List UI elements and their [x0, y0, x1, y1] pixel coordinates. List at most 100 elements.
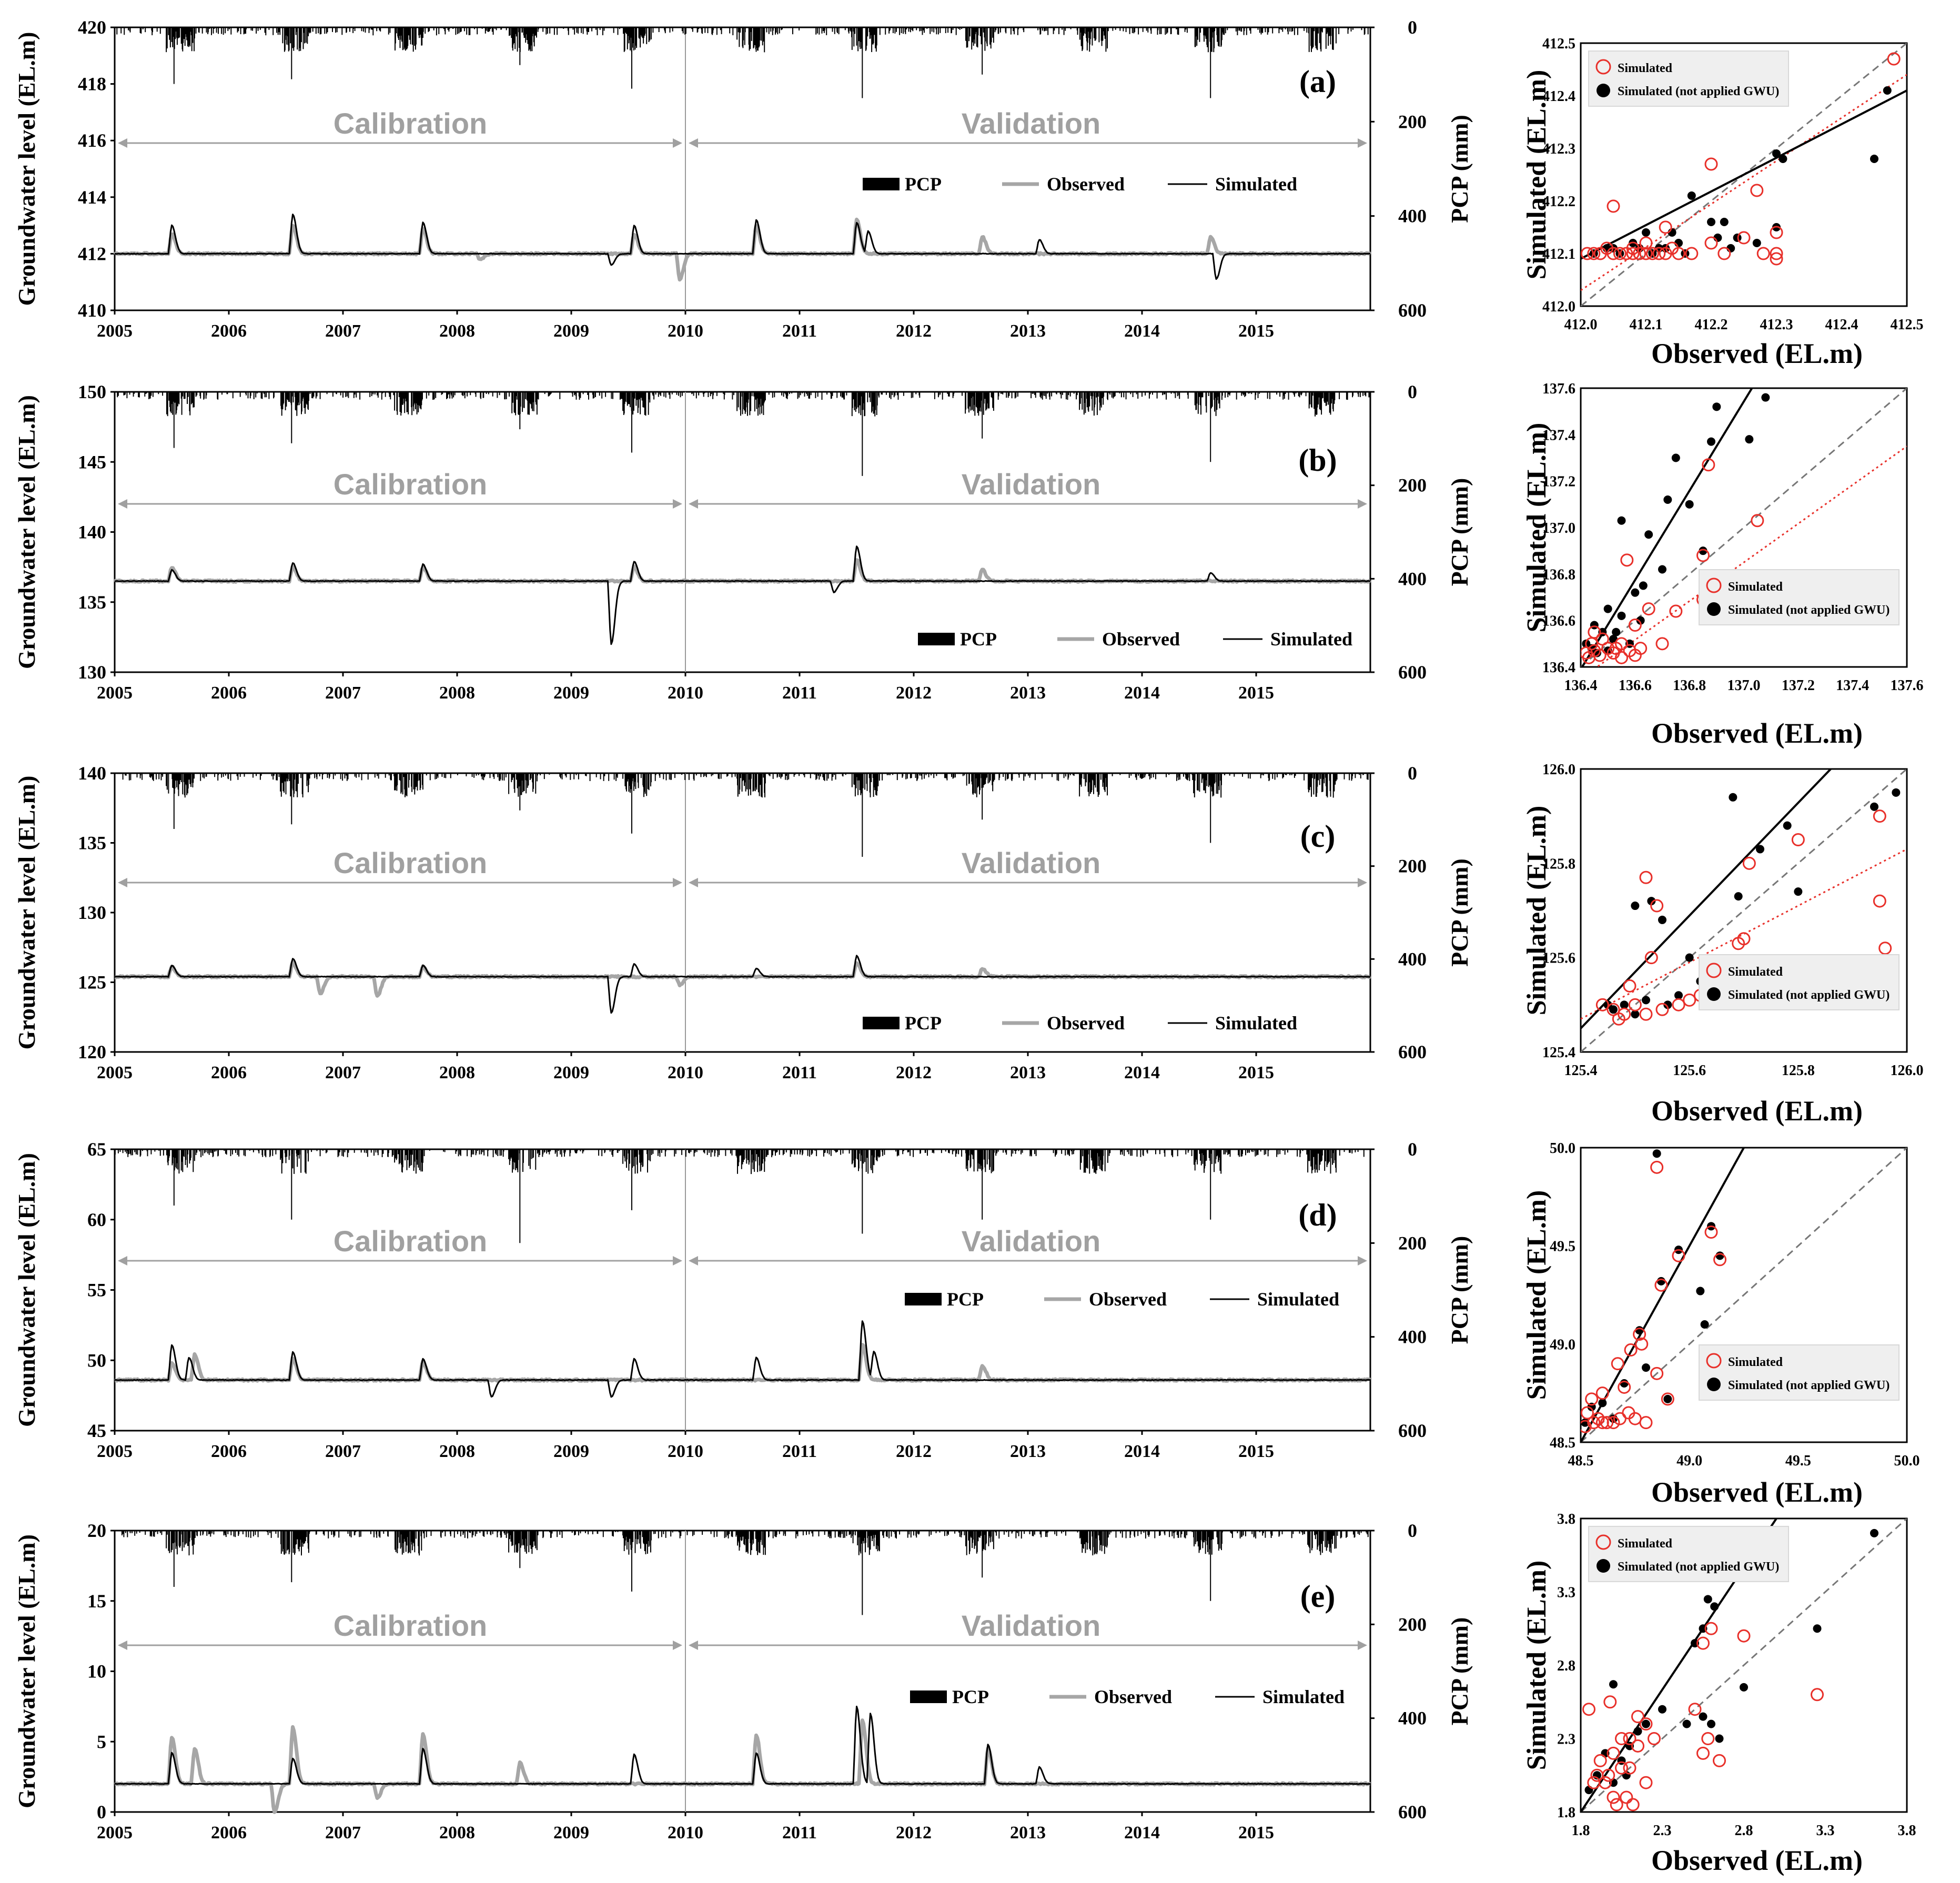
y-tick-label: 410	[78, 300, 106, 321]
legend-simulated-label: Simulated	[1215, 174, 1297, 195]
red-point	[1642, 602, 1655, 616]
black-point	[1883, 86, 1892, 95]
legend-pcp-swatch	[910, 1690, 947, 1703]
black-point	[1870, 1528, 1878, 1537]
simulated-series	[114, 1320, 1371, 1398]
black-point	[1699, 1712, 1708, 1721]
plot-frame	[114, 1148, 1371, 1432]
black-point	[1687, 191, 1696, 200]
legend-black-marker	[1597, 84, 1610, 97]
black-point	[1734, 892, 1743, 901]
legend-black-marker	[1707, 1378, 1721, 1391]
red-point	[1683, 993, 1696, 1007]
legend-pcp-label: PCP	[905, 174, 942, 195]
legend-red-marker	[1595, 59, 1611, 75]
x-tick-label: 2012	[896, 1063, 932, 1082]
red-point	[1623, 979, 1636, 993]
black-point	[1756, 845, 1764, 854]
y-tick-label: 135	[78, 833, 106, 854]
red-point	[1607, 247, 1620, 260]
calibration-label: Calibration	[334, 468, 487, 501]
red-point	[1631, 1710, 1644, 1724]
red-point	[1582, 651, 1595, 664]
legend-observed-label: Observed	[1047, 1013, 1125, 1034]
x-tick-label: 2011	[782, 1063, 817, 1082]
legend-red-marker	[1706, 1353, 1722, 1369]
y-tick-label: 120	[78, 1041, 106, 1062]
black-point	[1794, 887, 1803, 896]
y-tick-label: 140	[78, 522, 106, 543]
red-point	[1701, 1732, 1715, 1745]
legend-pcp-label: PCP	[952, 1686, 989, 1707]
red-point	[1639, 236, 1653, 250]
panel-letter: (d)	[1298, 1198, 1337, 1232]
scatter-x-label: Observed (EL.m)	[1651, 1476, 1863, 1508]
x-tick-label: 2007	[325, 1442, 361, 1461]
legend-red-marker	[1595, 1534, 1611, 1550]
y2-axis-label: PCP (mm)	[1446, 115, 1473, 223]
red-point	[1650, 1160, 1664, 1174]
black-point	[1813, 1624, 1822, 1633]
scatter-y-tick: 412.3	[1542, 141, 1575, 157]
red-point	[1603, 1695, 1617, 1709]
legend-pcp-label: PCP	[960, 629, 997, 650]
x-tick-label: 2009	[553, 321, 589, 341]
x-tick-label: 2006	[211, 321, 247, 341]
black-point	[1685, 500, 1694, 509]
observed-series	[114, 1343, 1371, 1383]
red-point	[1600, 1416, 1614, 1430]
y2-axis-label: PCP (mm)	[1446, 1617, 1473, 1726]
y-tick-label: 10	[87, 1661, 106, 1682]
red-point	[1639, 870, 1653, 884]
scatter-frame	[1580, 387, 1908, 668]
y2-tick-label: 0	[1408, 1139, 1417, 1160]
red-point	[1742, 856, 1756, 870]
legend-simulated-label: Simulated	[1728, 1355, 1783, 1369]
red-point	[1696, 1746, 1710, 1760]
x-tick-label: 2014	[1124, 1823, 1160, 1842]
scatter-frame	[1580, 768, 1908, 1053]
red-point	[1669, 604, 1683, 618]
validation-label: Validation	[962, 107, 1101, 140]
red-point	[1612, 1012, 1625, 1026]
red-point	[1704, 1226, 1718, 1239]
y-tick-label: 60	[87, 1209, 106, 1230]
y2-tick-label: 600	[1398, 1801, 1427, 1823]
red-point	[1633, 1328, 1646, 1341]
simulated-series	[114, 1705, 1371, 1785]
red-point	[1770, 226, 1783, 239]
legend-pcp-label: PCP	[947, 1289, 984, 1310]
black-point	[1772, 149, 1781, 158]
scatter-x-tick: 412.3	[1760, 317, 1793, 333]
black-point	[1642, 228, 1650, 237]
y-axis-label: Groundwater level (EL.m)	[13, 776, 40, 1050]
black-point	[1682, 1719, 1691, 1728]
y-tick-label: 15	[87, 1591, 106, 1612]
black-point	[1700, 1320, 1709, 1329]
red-point	[1588, 625, 1601, 639]
red-point	[1633, 247, 1646, 260]
scatter-y-tick: 3.3	[1557, 1585, 1575, 1601]
black-point	[1631, 588, 1640, 597]
scatter-y-tick: 412.1	[1542, 246, 1575, 262]
scatter-x-tick: 48.5	[1568, 1453, 1594, 1469]
legend-not-applied-label: Simulated (not applied GWU)	[1728, 603, 1890, 617]
scatter-x-label: Observed (EL.m)	[1651, 1845, 1863, 1876]
y-tick-label: 418	[78, 74, 106, 95]
scatter-x-tick: 125.8	[1782, 1062, 1815, 1079]
black-point	[1639, 581, 1648, 590]
scatter-x-tick: 3.3	[1816, 1823, 1835, 1839]
black-point	[1652, 1149, 1661, 1158]
black-point	[1658, 915, 1666, 924]
red-point	[1737, 1629, 1751, 1643]
scatter-y-tick: 48.5	[1550, 1435, 1575, 1451]
red-point	[1623, 1761, 1636, 1775]
legend-observed-label: Observed	[1102, 629, 1180, 650]
scatter-y-tick: 2.8	[1557, 1658, 1575, 1674]
scatter-y-tick: 3.8	[1557, 1511, 1575, 1527]
red-point	[1607, 1416, 1620, 1430]
y-tick-label: 50	[87, 1350, 106, 1371]
legend-simulated-label: Simulated	[1215, 1013, 1297, 1034]
red-point	[1639, 1416, 1653, 1430]
red-point	[1713, 1754, 1726, 1767]
